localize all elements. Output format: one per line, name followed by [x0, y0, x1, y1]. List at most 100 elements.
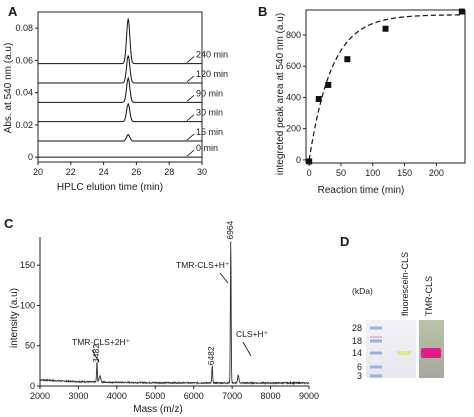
panel-b-x-tick-label: 100 — [365, 168, 380, 178]
trace-120-min — [38, 55, 202, 84]
trace-label: 120 min — [196, 69, 228, 79]
ladder-band — [370, 374, 382, 378]
data-point — [382, 25, 389, 32]
panel-a-y-tick-label: 0.02 — [15, 120, 33, 130]
panel-d-letter: D — [340, 234, 349, 249]
panel-a: A 20 22 24 26 28 30 0 0.02 0.04 0.06 0.08 0 min 15 … — [3, 4, 228, 193]
trace-label: 15 min — [196, 127, 223, 137]
tmr-cls-band — [421, 348, 441, 358]
panel-c-x-tick-label: 4000 — [107, 391, 127, 401]
data-point — [458, 8, 465, 15]
panel-b-y-tick-label: 400 — [286, 92, 301, 102]
peak-mass-label: 3482 — [91, 344, 101, 363]
trace-label: 30 min — [196, 108, 223, 118]
panel-c-x-tick-label: 7000 — [222, 391, 242, 401]
panel-a-x-axis-label: HPLC elution time (min) — [57, 182, 163, 193]
panel-a-y-tick-label: 0.04 — [15, 88, 33, 98]
gel-ladder-labels: 28 18 14 63 — [352, 323, 362, 381]
panel-b-axes: 0 50 100 150 200 0 200 400 600 800 — [286, 9, 466, 178]
ladder-size-label: 14 — [352, 348, 362, 358]
panel-a-y-tick-label: 0 — [28, 152, 33, 162]
panel-c-x-tick-label: 5000 — [145, 391, 165, 401]
panel-a-y-axis-label: Abs. at 540 nm (a.u) — [3, 43, 14, 134]
peak-mass-label: 6482 — [206, 346, 216, 365]
gel-bands — [370, 326, 441, 378]
gel-unit-label: (kDa) — [352, 286, 373, 296]
panel-a-axes: 20 22 24 26 28 30 0 0.02 0.04 0.06 0.08 — [15, 11, 207, 177]
panel-c-x-tick-label: 2000 — [30, 391, 50, 401]
mass-spectrum-line — [39, 241, 310, 386]
panel-c-y-tick-label: 150 — [20, 260, 35, 270]
panel-c-y-tick-label: 100 — [20, 300, 35, 310]
trace-label-leader — [186, 149, 195, 157]
panel-b-x-tick-label: 0 — [307, 168, 312, 178]
trace-label-leader — [186, 56, 195, 63]
panel-a-x-tick-label: 28 — [164, 167, 174, 177]
peak-annotation-leader — [219, 272, 229, 284]
panel-c-x-axis-label: Mass (m/z) — [133, 404, 182, 415]
panel-a-x-tick-label: 26 — [131, 167, 141, 177]
panel-a-x-tick-label: 22 — [66, 167, 76, 177]
peak-annotation-leader — [91, 349, 100, 363]
peak-annotation-leader — [242, 341, 252, 357]
ladder-size-label: 18 — [352, 336, 362, 346]
panel-d: D (kDa) 28 18 14 63 fluorescein-CLS TMR-CLS — [340, 234, 444, 381]
ladder-size-label: 28 — [352, 323, 362, 333]
data-point — [315, 95, 322, 102]
data-point — [325, 81, 332, 88]
panel-c-y-tick-label: 50 — [25, 341, 35, 351]
trace-240-min — [38, 18, 202, 65]
panel-c-x-tick-label: 6000 — [184, 391, 204, 401]
fluorescein-cls-band — [397, 351, 411, 355]
trace-15-min — [38, 133, 202, 142]
trace-label: 0 min — [196, 143, 218, 153]
trace-label-leader — [186, 114, 195, 121]
panel-b-x-tick-label: 50 — [336, 168, 346, 178]
panel-a-y-tick-label: 0.08 — [15, 23, 33, 33]
panel-c-y-tick-label: 0 — [30, 381, 35, 391]
panel-c-y-axis-label: intensity (a.u) — [9, 288, 20, 348]
peak-annotation: CLS+H⁺ — [236, 329, 269, 339]
ladder-band — [370, 339, 382, 343]
trace-30-min — [38, 102, 202, 123]
ladder-marker-band — [370, 336, 382, 338]
ladder-band — [370, 326, 382, 330]
panel-b-frame — [305, 9, 466, 164]
panel-c-axes: 2000 3000 4000 5000 6000 7000 8000 9000 0 50 100 15… — [20, 237, 319, 401]
trace-90-min — [38, 76, 202, 103]
panel-c-x-tick-label: 9000 — [299, 391, 319, 401]
panel-b: B 0 50 100 150 200 0 200 400 600 800 Reaction tim… — [258, 4, 466, 196]
peak-annotation: TMR-CLS+2H⁺ — [72, 337, 131, 347]
ladder-size-label: 6 — [357, 362, 362, 372]
panel-a-letter: A — [8, 4, 18, 19]
panel-c-letter: C — [4, 216, 14, 231]
trace-label: 90 min — [196, 88, 223, 98]
panel-b-marks — [306, 8, 465, 165]
panel-b-y-tick-label: 0 — [296, 155, 301, 165]
panel-b-x-tick-label: 150 — [397, 168, 412, 178]
panel-b-y-tick-label: 600 — [286, 61, 301, 71]
panel-a-frame — [37, 11, 203, 163]
gel-lane-labels: fluorescein-CLS TMR-CLS — [400, 252, 434, 316]
panel-b-y-axis-label: integreted peak area at 540 nm (a.u) — [275, 13, 286, 175]
panel-a-trace-labels: 0 min 15 min 30 min 90 min 120 min 240 min — [186, 50, 228, 157]
ladder-size-label: 3 — [357, 371, 362, 381]
gel-lane-label: fluorescein-CLS — [400, 252, 410, 316]
gel-lane-label: TMR-CLS — [424, 276, 434, 316]
fit-curve — [308, 14, 462, 160]
panel-b-x-axis-label: Reaction time (min) — [318, 185, 405, 196]
trace-label-leader — [186, 95, 195, 102]
panel-b-x-tick-label: 200 — [429, 168, 444, 178]
panel-b-y-tick-label: 800 — [286, 30, 301, 40]
panel-c: C 2000 3000 4000 5000 6000 7000 8000 9000 0 50 100… — [4, 216, 319, 415]
trace-label-leader — [186, 75, 195, 83]
ladder-band — [370, 365, 382, 369]
panel-a-traces — [38, 18, 202, 158]
ladder-band — [370, 351, 382, 355]
panel-a-x-tick-label: 20 — [33, 167, 43, 177]
panel-c-trace — [39, 241, 310, 386]
panel-b-y-tick-label: 200 — [286, 124, 301, 134]
panel-a-x-tick-label: 30 — [197, 167, 207, 177]
